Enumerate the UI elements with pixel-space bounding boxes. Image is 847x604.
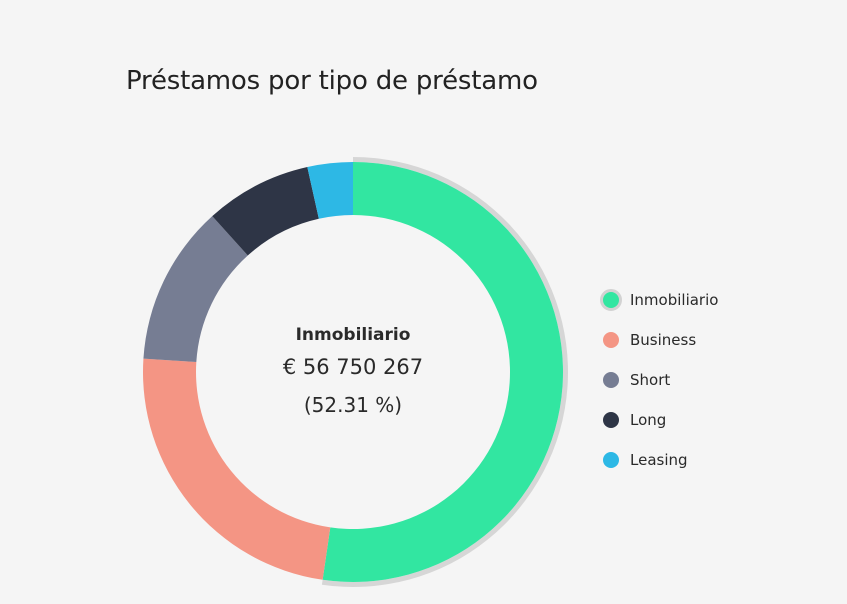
slice-short[interactable]: [143, 216, 248, 363]
legend-item-inmobiliario[interactable]: Inmobiliario: [598, 280, 718, 320]
slice-business[interactable]: [143, 358, 331, 580]
legend-item-business[interactable]: Business: [598, 320, 718, 360]
slice-leasing[interactable]: [307, 162, 353, 219]
center-category-name: Inmobiliario: [295, 325, 411, 345]
legend-item-leasing[interactable]: Leasing: [598, 440, 718, 480]
legend-label-long: Long: [630, 411, 667, 429]
legend-swatch-business: [603, 332, 619, 348]
legend-label-inmobiliario: Inmobiliario: [630, 291, 719, 309]
center-percentage: (52.31 %): [303, 393, 403, 417]
legend-label-business: Business: [630, 331, 697, 349]
chart-legend: Inmobiliario Business Short Long Leasing: [598, 280, 718, 480]
legend-swatch-inmobiliario: [600, 289, 622, 311]
chart-title: Préstamos por tipo de préstamo: [126, 66, 538, 96]
donut-slices: [143, 157, 568, 587]
legend-label-leasing: Leasing: [630, 451, 688, 469]
legend-label-short: Short: [630, 371, 671, 389]
slice-inmobiliario[interactable]: [322, 162, 563, 582]
center-amount: € 56 750 267: [282, 355, 424, 379]
legend-item-short[interactable]: Short: [598, 360, 718, 400]
center-label: Inmobiliario € 56 750 267 (52.31 %): [213, 322, 493, 424]
legend-swatch-long: [603, 412, 619, 428]
legend-swatch-short: [603, 372, 619, 388]
legend-swatch-leasing: [603, 452, 619, 468]
legend-item-long[interactable]: Long: [598, 400, 718, 440]
slice-long[interactable]: [212, 167, 319, 256]
